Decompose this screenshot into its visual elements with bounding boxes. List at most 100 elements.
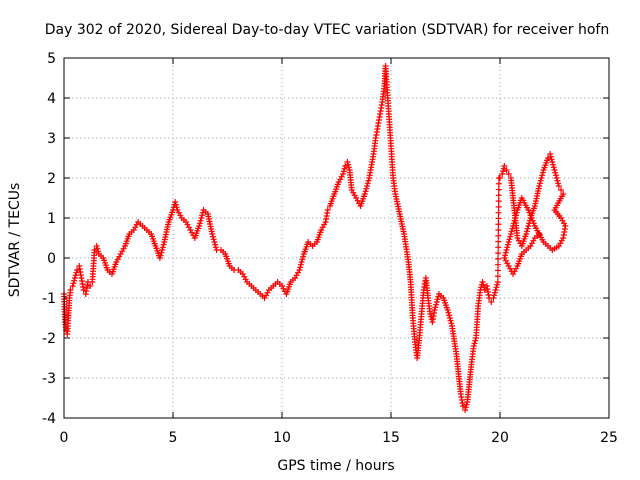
y-ticks: -4 -3 -2 -1 0 1 2 3 4 5 (42, 51, 609, 427)
data-point (494, 273, 501, 280)
data-point (530, 220, 537, 227)
data-point (160, 241, 167, 248)
data-point (69, 283, 76, 289)
data-point (299, 256, 306, 263)
data-point (495, 203, 502, 210)
data-point (495, 180, 502, 187)
data-point (435, 293, 442, 300)
data-point (363, 185, 370, 192)
data-point (73, 269, 80, 276)
x-tick-label: 25 (600, 430, 618, 446)
data-point (504, 244, 511, 251)
data-point (462, 407, 469, 413)
data-point (528, 215, 535, 221)
data-point (72, 272, 79, 279)
data-point (507, 231, 514, 237)
y-tick-label: -2 (42, 331, 56, 347)
data-point (538, 175, 545, 181)
data-point (502, 249, 509, 256)
data-point (172, 201, 179, 208)
data-point (212, 241, 219, 248)
data-point (548, 156, 555, 163)
data-point (463, 401, 470, 408)
data-point (512, 215, 519, 221)
y-axis-label: SDTVAR / TECUs (7, 183, 23, 298)
data-point (495, 238, 502, 245)
data-point (300, 253, 307, 260)
data-point (504, 241, 511, 248)
x-ticks: 0 5 10 15 20 25 (60, 58, 618, 446)
data-point (539, 172, 546, 179)
data-point (511, 217, 518, 224)
y-tick-label: 0 (47, 251, 56, 267)
data-point (434, 296, 441, 303)
data-point (494, 279, 501, 285)
data-point (345, 164, 352, 171)
data-point (479, 279, 486, 285)
data-point (432, 304, 439, 311)
data-point (173, 204, 180, 211)
data-point (495, 215, 502, 222)
data-point (445, 309, 452, 316)
x-axis-label: GPS time / hours (277, 458, 394, 474)
data-point (510, 223, 517, 229)
data-point (495, 209, 502, 216)
data-point (95, 248, 102, 255)
x-tick-label: 15 (382, 430, 400, 446)
data-point (495, 232, 502, 239)
data-point (345, 161, 352, 168)
data-point (94, 245, 101, 252)
data-point (526, 209, 533, 216)
y-tick-label: -1 (42, 291, 56, 307)
data-point (481, 287, 488, 293)
x-tick-label: 10 (273, 430, 291, 446)
y-tick-label: 5 (47, 51, 56, 67)
data-point (471, 340, 478, 347)
data-point (481, 284, 488, 291)
data-point (172, 199, 179, 205)
data-point (531, 223, 538, 229)
data-point (71, 277, 78, 284)
data-point (297, 264, 304, 271)
data-point (501, 163, 508, 169)
data-point (495, 227, 502, 233)
data-point (209, 231, 216, 237)
data-point (552, 169, 559, 176)
data-point (340, 168, 347, 175)
y-tick-label: -4 (42, 411, 56, 427)
data-point (539, 169, 546, 176)
data-point (91, 247, 98, 253)
data-point (157, 252, 164, 259)
data-point (297, 261, 304, 268)
data-point (497, 175, 503, 181)
data-point (506, 236, 513, 243)
data-point (553, 175, 560, 181)
y-tick-label: 2 (47, 171, 56, 187)
data-point (495, 261, 502, 268)
data-point (93, 243, 100, 249)
data-point (507, 233, 514, 240)
data-point (342, 163, 349, 169)
x-tick-label: 0 (60, 430, 69, 446)
data-point (514, 207, 521, 213)
data-point (87, 283, 94, 289)
data-point (524, 225, 531, 232)
data-point (523, 228, 530, 235)
data-point (508, 228, 515, 235)
data-point (495, 198, 502, 205)
data-point (70, 280, 77, 287)
data-point (495, 186, 502, 193)
data-point (209, 233, 216, 240)
data-point (555, 183, 562, 189)
data-point (495, 244, 502, 251)
y-tick-label: -3 (42, 371, 56, 387)
data-point (536, 180, 543, 187)
data-point (554, 177, 561, 184)
grid (64, 58, 609, 418)
chart-title: Day 302 of 2020, Sidereal Day-to-day VTE… (45, 22, 609, 38)
data-point (74, 267, 81, 273)
data-point (494, 281, 501, 288)
data-point (211, 239, 218, 245)
data-point (472, 337, 479, 344)
